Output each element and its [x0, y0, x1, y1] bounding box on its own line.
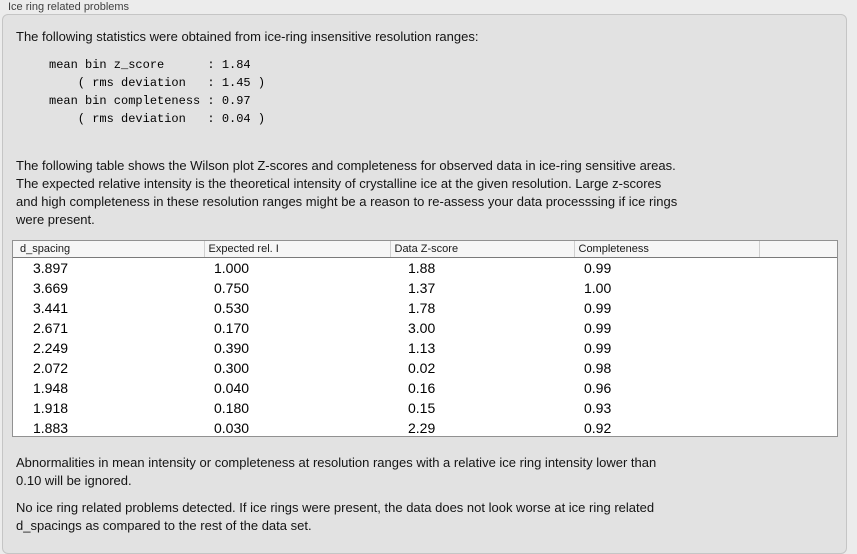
stats-monospace-block: mean bin z_score : 1.84 ( rms deviation … — [49, 58, 266, 126]
table-cell: 0.99 — [584, 340, 612, 356]
table-row[interactable]: 3.441 0.530 1.78 0.99 — [13, 298, 837, 318]
table-row[interactable]: 2.671 0.170 3.00 0.99 — [13, 318, 837, 338]
table-cell: 0.93 — [584, 400, 612, 416]
table-cell-empty — [759, 258, 837, 279]
table-cell: 0.99 — [584, 260, 612, 276]
table-row[interactable]: 2.072 0.300 0.02 0.98 — [13, 358, 837, 378]
table-cell-empty — [759, 338, 837, 358]
table-cell: 2.671 — [33, 320, 69, 336]
table-row[interactable]: 3.669 0.750 1.37 1.00 — [13, 278, 837, 298]
table-cell-empty — [759, 278, 837, 298]
table-cell: 0.390 — [214, 340, 250, 356]
table-cell: 0.99 — [584, 300, 612, 316]
table-cell: 0.180 — [214, 400, 250, 416]
table-cell: 0.170 — [214, 320, 250, 336]
table-cell: 0.040 — [214, 380, 250, 396]
table-header-row: d_spacing Expected rel. I Data Z-score C… — [13, 241, 837, 258]
table-cell: 0.300 — [214, 360, 250, 376]
table-cell: 0.02 — [408, 360, 436, 376]
table-cell: 0.16 — [408, 380, 436, 396]
table-cell: 1.000 — [214, 260, 250, 276]
table-cell-empty — [759, 298, 837, 318]
ice-ring-table: d_spacing Expected rel. I Data Z-score C… — [12, 240, 838, 437]
table-cell-empty — [759, 398, 837, 418]
column-header-d-spacing[interactable]: d_spacing — [13, 241, 205, 258]
table-cell: 2.072 — [33, 360, 69, 376]
table-cell: 3.441 — [33, 300, 69, 316]
table-cell: 2.249 — [33, 340, 69, 356]
table-cell: 0.530 — [214, 300, 250, 316]
column-header-expected-rel-i[interactable]: Expected rel. I — [204, 241, 391, 258]
table-cell: 1.88 — [408, 260, 436, 276]
table-row[interactable]: 2.249 0.390 1.13 0.99 — [13, 338, 837, 358]
table-row[interactable]: 1.948 0.040 0.16 0.96 — [13, 378, 837, 398]
table-cell: 0.98 — [584, 360, 612, 376]
table-cell: 0.92 — [584, 420, 612, 436]
table-cell: 1.00 — [584, 280, 612, 296]
table-cell: 3.00 — [408, 320, 436, 336]
table-row[interactable]: 1.918 0.180 0.15 0.93 — [13, 398, 837, 418]
table-cell-empty — [759, 358, 837, 378]
table-cell: 1.78 — [408, 300, 436, 316]
table-intro-text: The following table shows the Wilson plo… — [16, 158, 678, 227]
table-cell-empty — [759, 318, 837, 338]
stats-intro-text: The following statistics were obtained f… — [16, 29, 479, 44]
table-cell: 2.29 — [408, 420, 436, 436]
table-cell: 1.948 — [33, 380, 69, 396]
column-header-data-z-score[interactable]: Data Z-score — [390, 241, 575, 258]
table-cell: 0.15 — [408, 400, 436, 416]
table-row[interactable]: 3.897 1.000 1.88 0.99 — [13, 258, 837, 279]
ignore-note-text: Abnormalities in mean intensity or compl… — [16, 455, 657, 488]
table-cell: 0.96 — [584, 380, 612, 396]
table-cell: 3.669 — [33, 280, 69, 296]
table-cell-empty — [759, 418, 837, 436]
table-row[interactable]: 1.883 0.030 2.29 0.92 — [13, 418, 837, 436]
groupbox-title: Ice ring related problems — [8, 1, 130, 13]
table-cell: 0.030 — [214, 420, 250, 436]
table-cell: 0.750 — [214, 280, 250, 296]
table-cell: 1.13 — [408, 340, 436, 356]
table-cell: 1.37 — [408, 280, 436, 296]
table-body: 3.897 1.000 1.88 0.99 3.669 0.750 1.37 1.00 3.44… — [13, 258, 837, 436]
column-header-empty — [759, 241, 837, 258]
table-cell: 0.99 — [584, 320, 612, 336]
table-cell: 1.918 — [33, 400, 69, 416]
conclusion-text: No ice ring related problems detected. I… — [16, 500, 655, 533]
column-header-completeness[interactable]: Completeness — [574, 241, 760, 258]
table-cell: 1.883 — [33, 420, 69, 436]
table-cell: 3.897 — [33, 260, 69, 276]
table-cell-empty — [759, 378, 837, 398]
